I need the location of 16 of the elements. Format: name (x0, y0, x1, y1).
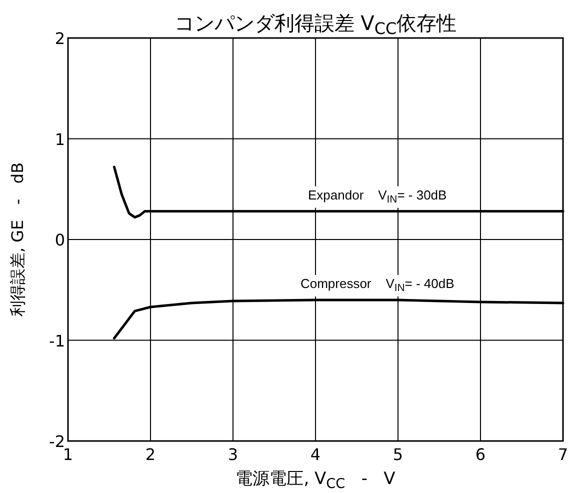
x-tick-label: 6 (475, 445, 486, 464)
y-tick-label: -1 (49, 331, 65, 350)
chart-title: コンパンダ利得誤差 V$_{CC}$依存性 (174, 11, 457, 38)
y-tick-label: 1 (54, 130, 65, 149)
x-tick-label: 3 (228, 445, 238, 464)
series-label: Expandor V$_{IN}$= - 30dB (308, 187, 447, 205)
x-tick-label: 2 (145, 445, 156, 464)
x-tick-label: 7 (558, 445, 568, 464)
x-tick-label: 4 (310, 445, 321, 464)
x-tick-label: 5 (392, 445, 404, 464)
series-label: Compressor V$_{IN}$= - 40dB (300, 276, 454, 294)
x-axis-title: 電源電圧, V$_{CC}$ - V (236, 469, 396, 492)
y-tick-label: 0 (54, 230, 65, 250)
y-tick-label: -2 (49, 432, 65, 451)
y-axis-title: 利得誤差, GE - dB (8, 162, 27, 317)
y-tick-label: 2 (54, 29, 65, 48)
